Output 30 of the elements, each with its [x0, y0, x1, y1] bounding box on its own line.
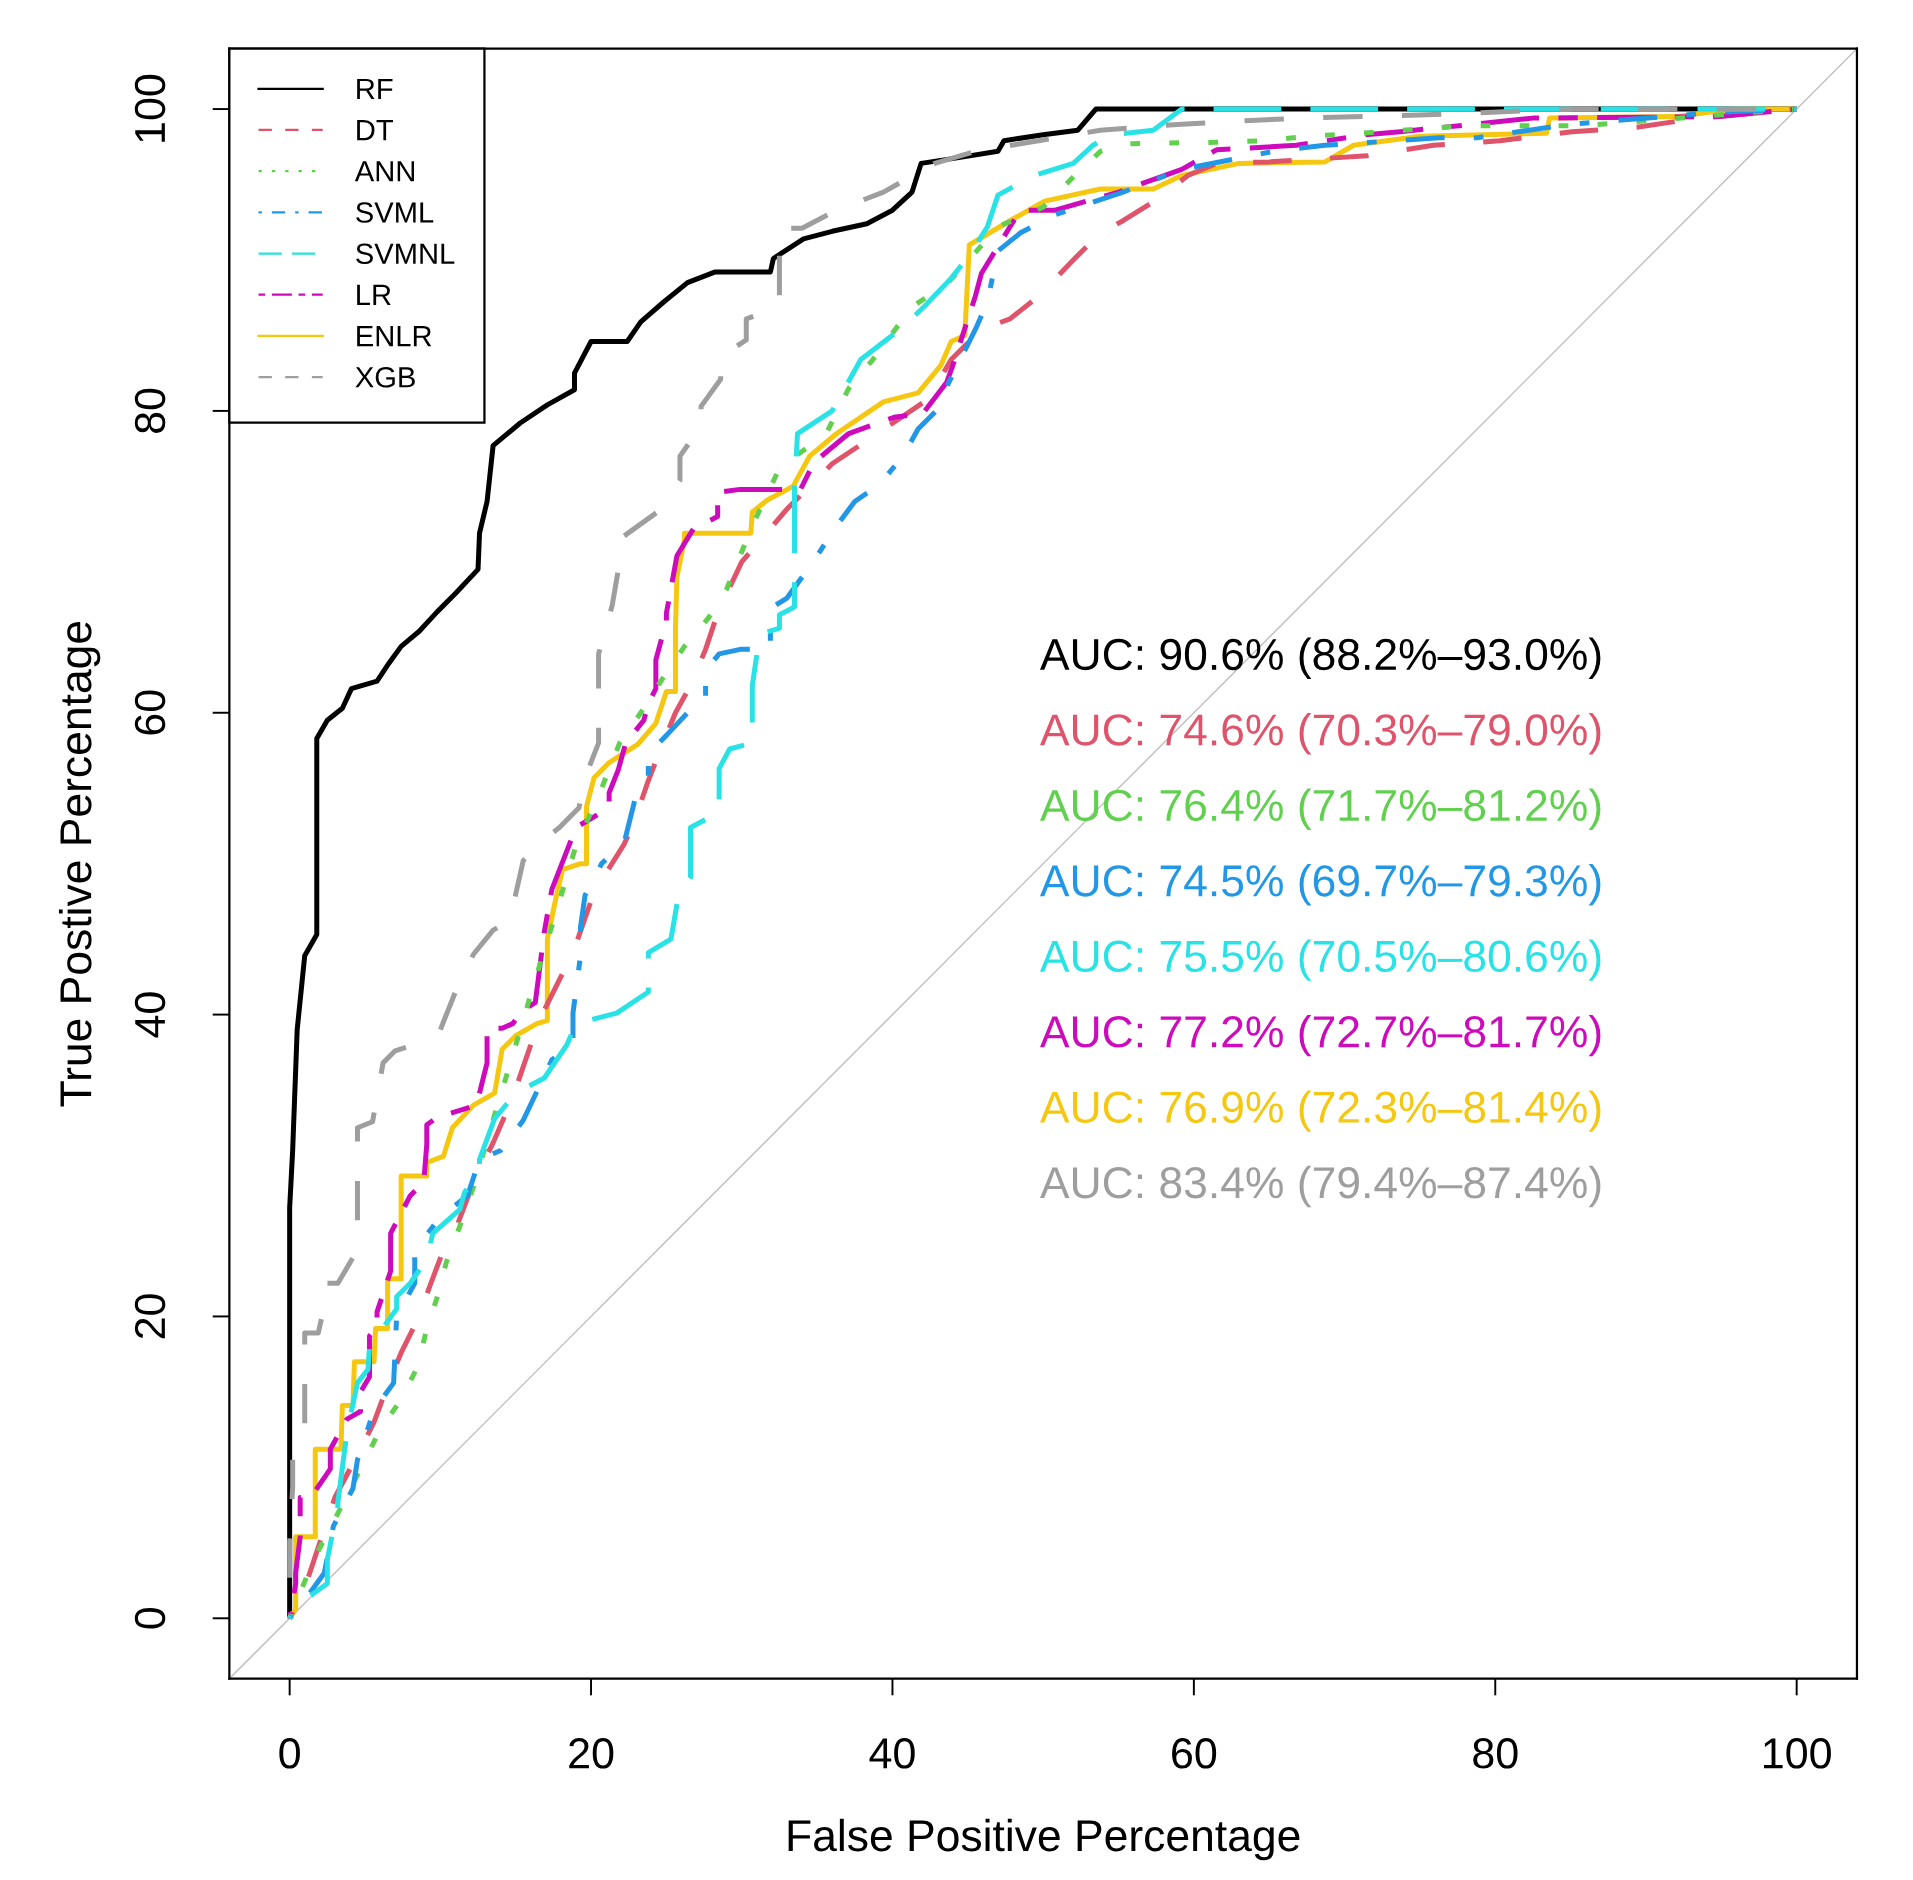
- x-tick-label: 0: [279, 1738, 300, 1769]
- legend-label: ENLR: [357, 326, 432, 347]
- annotation: AUC: 83.4% (79.4%–87.4%): [1039, 1165, 1601, 1208]
- legend-label: SVML: [356, 202, 434, 223]
- annotation: AUC: 76.4% (71.7%–81.2%): [1039, 788, 1601, 830]
- legend-label: XGB: [355, 366, 415, 388]
- legend-label: LR: [357, 284, 391, 305]
- x-tick-label: 80: [1473, 1738, 1518, 1769]
- annotation: AUC: 74.6% (70.3%–79.0%): [1039, 713, 1601, 755]
- y-tick-label: 60: [134, 690, 166, 735]
- x-tick-label: 60: [1172, 1738, 1217, 1769]
- annotation: AUC: 77.2% (72.7%–81.7%): [1039, 1014, 1601, 1057]
- legend-label: DT: [357, 120, 393, 141]
- legend-label: RF: [357, 78, 393, 99]
- y-tick-label: 20: [134, 1294, 166, 1339]
- legend-label: SVMNL: [356, 243, 455, 265]
- y-tick-label: 0: [134, 1607, 166, 1629]
- legend-label: ANN: [354, 161, 414, 182]
- annotation: AUC: 90.6% (88.2%–93.0%): [1039, 637, 1601, 679]
- x-tick-label: 20: [569, 1738, 614, 1769]
- y-tick-label: 100: [134, 74, 166, 142]
- x-axis-title: False Positive Percentage: [788, 1818, 1300, 1861]
- annotation: AUC: 76.9% (72.3%–81.4%): [1039, 1090, 1601, 1132]
- annotation: AUC: 74.5% (69.7%–79.3%): [1039, 863, 1601, 906]
- y-tick-label: 40: [134, 992, 166, 1038]
- y-axis-title: True Postive Percentage: [58, 621, 101, 1107]
- x-tick-label: 40: [869, 1738, 915, 1769]
- y-tick-label: 80: [134, 388, 166, 433]
- annotation: AUC: 75.5% (70.5%–80.6%): [1039, 939, 1601, 981]
- x-tick-label: 100: [1764, 1738, 1831, 1769]
